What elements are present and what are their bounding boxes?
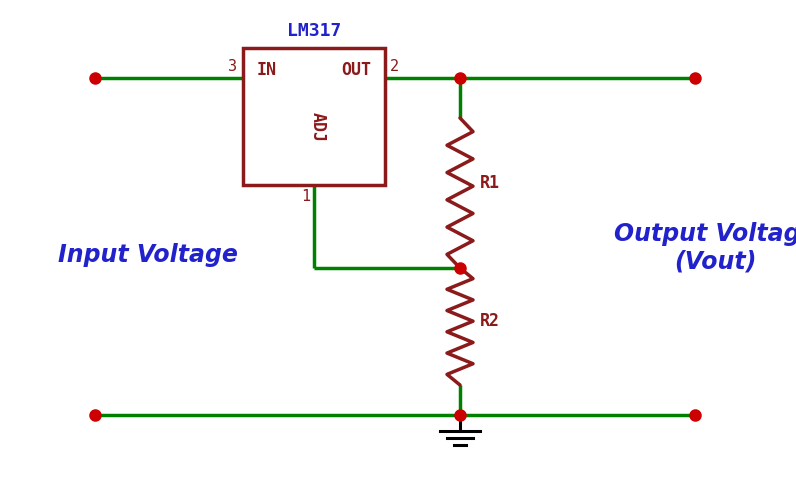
Text: ADJ: ADJ bbox=[309, 111, 327, 141]
Text: IN: IN bbox=[257, 61, 277, 79]
Bar bbox=[243, 48, 385, 185]
Text: 1: 1 bbox=[301, 189, 310, 204]
Text: Output Voltage
(Vout): Output Voltage (Vout) bbox=[614, 222, 796, 274]
Text: 3: 3 bbox=[228, 59, 237, 74]
Text: LM317: LM317 bbox=[287, 22, 341, 40]
Text: Input Voltage: Input Voltage bbox=[58, 243, 238, 267]
Text: R1: R1 bbox=[480, 174, 500, 192]
Text: OUT: OUT bbox=[341, 61, 371, 79]
Text: 2: 2 bbox=[390, 59, 399, 74]
Text: R2: R2 bbox=[480, 313, 500, 330]
